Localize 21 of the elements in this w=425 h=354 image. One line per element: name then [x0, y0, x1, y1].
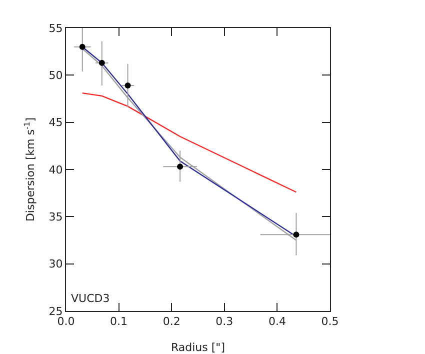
y-tick-label: 40	[48, 163, 63, 176]
y-tick-label: 30	[48, 258, 63, 271]
point	[98, 60, 105, 66]
annotation: VUCD3	[71, 292, 110, 305]
line-series	[82, 92, 297, 193]
y-tick-label: 25	[48, 304, 63, 318]
x-tick-label: 0.2	[162, 315, 180, 328]
y-tick-label: 50	[48, 69, 63, 82]
x-tick-label: 0.1	[110, 315, 128, 328]
point	[124, 82, 131, 89]
y-tick-label: 35	[48, 210, 63, 224]
x-axis-title: Radius ["]	[170, 341, 226, 354]
point	[177, 164, 184, 170]
x-tick-label: 0.5	[321, 315, 339, 328]
x-tick-label: 0.4	[268, 315, 286, 328]
x-tick-label: 0.3	[216, 315, 234, 328]
point	[293, 232, 300, 238]
x-tick-label: 0.0	[57, 315, 75, 328]
y-tick-label: 55	[48, 22, 63, 35]
point	[79, 44, 86, 50]
y-tick-label: 45	[48, 116, 63, 130]
